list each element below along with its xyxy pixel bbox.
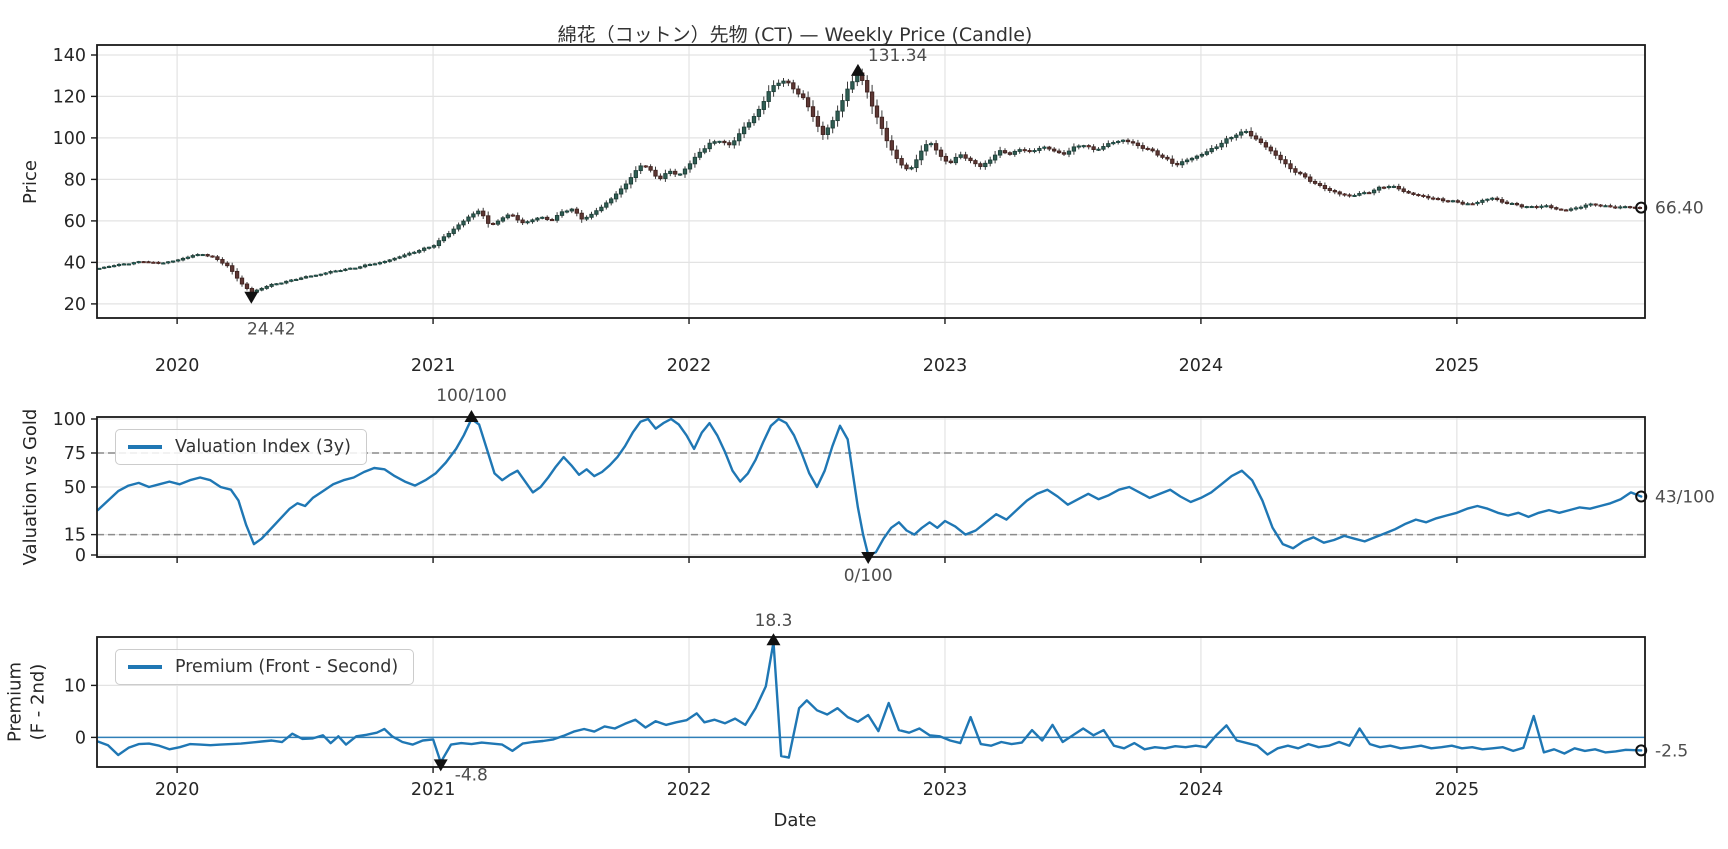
trough-marker-icon [433, 759, 448, 772]
svg-text:140: 140 [53, 46, 86, 66]
svg-text:75: 75 [64, 444, 86, 464]
valuation-legend-label: Valuation Index (3y) [175, 437, 351, 457]
svg-text:100: 100 [53, 129, 86, 149]
valuation-y-axis-label: Valuation vs Gold [19, 408, 41, 566]
chart-title: 綿花（コットン）先物 (CT) — Weekly Price (Candle) [557, 24, 1033, 46]
premium-annotation-trough: -4.8 [433, 759, 488, 785]
svg-text:0: 0 [75, 728, 86, 748]
svg-text:0: 0 [75, 546, 86, 566]
svg-text:2022: 2022 [667, 356, 712, 376]
last-point-marker-icon [1635, 201, 1648, 214]
trough-marker-icon [861, 551, 876, 564]
premium-annotation-label: -4.8 [455, 765, 488, 785]
premium-legend: Premium (Front - Second) [115, 649, 415, 685]
peak-marker-icon [850, 63, 865, 76]
svg-text:2024: 2024 [1179, 780, 1224, 800]
svg-text:2023: 2023 [923, 356, 968, 376]
svg-text:60: 60 [64, 212, 86, 232]
legend-line-swatch [128, 665, 162, 669]
premium-panel: 2020 2021 2022 2023 2024 2025 0 10 18.3 -4.8 -2.5 [64, 611, 1688, 800]
premium-annotation-label: 18.3 [755, 611, 793, 631]
price-annotation-label: 66.40 [1655, 199, 1704, 219]
price-spine [96, 44, 1646, 319]
svg-text:100: 100 [53, 410, 86, 430]
svg-text:2025: 2025 [1435, 356, 1480, 376]
valuation-legend: Valuation Index (3y) [115, 429, 367, 465]
price-annotation-label: 24.42 [247, 320, 296, 340]
svg-text:40: 40 [64, 253, 86, 273]
valuation-annotation-label: 100/100 [436, 386, 507, 406]
candle-wicks [98, 67, 1641, 295]
valuation-annotation-peak: 100/100 [436, 386, 507, 423]
price-panel: 2020 2021 2022 2023 2024 2025 20 40 60 80 100 120 14… [53, 44, 1704, 376]
svg-text:20: 20 [64, 295, 86, 315]
premium-y-axis-label: Premium (F - 2nd) [4, 661, 49, 743]
svg-text:2021: 2021 [411, 780, 456, 800]
svg-text:10: 10 [64, 676, 86, 696]
premium-annotation-last: -2.5 [1635, 741, 1688, 761]
premium-legend-label: Premium (Front - Second) [175, 657, 399, 677]
valuation-tick-labels: 015 50 75 100 [53, 410, 86, 566]
svg-text:2020: 2020 [155, 780, 200, 800]
price-annotation-label: 131.34 [868, 46, 927, 66]
price-tick-labels: 2020 2021 2022 2023 2024 2025 20 40 60 80 100 120 14… [53, 46, 1480, 376]
price-tick-marks [91, 54, 1458, 324]
svg-text:2021: 2021 [411, 356, 456, 376]
premium-spine [96, 636, 1646, 768]
svg-text:2024: 2024 [1179, 356, 1224, 376]
price-annotation-peak: 131.34 [850, 46, 927, 76]
valuation-panel: 015 50 75 100 100/100 0/100 43/100 [53, 386, 1715, 586]
last-point-marker-icon [1635, 490, 1648, 503]
price-annotation-last: 66.40 [1635, 199, 1704, 219]
last-point-marker-icon [1635, 744, 1648, 757]
premium-line [96, 641, 1643, 764]
valuation-annotation-last: 43/100 [1635, 488, 1715, 508]
valuation-line [96, 417, 1643, 557]
premium-tick-labels: 2020 2021 2022 2023 2024 2025 0 10 [64, 676, 1479, 800]
x-axis-label: Date [773, 810, 817, 831]
svg-text:120: 120 [53, 87, 86, 107]
valuation-annotation-label: 43/100 [1655, 488, 1715, 508]
valuation-tick-marks [91, 418, 1458, 563]
price-y-axis-label: Price [19, 160, 41, 204]
price-gridlines [97, 45, 1645, 318]
premium-tick-marks [91, 684, 1458, 773]
svg-text:80: 80 [64, 170, 86, 190]
premium-annotation-label: -2.5 [1655, 741, 1688, 761]
svg-text:2025: 2025 [1435, 780, 1480, 800]
svg-text:50: 50 [64, 478, 86, 498]
premium-annotation-peak: 18.3 [755, 611, 793, 646]
svg-text:2020: 2020 [155, 356, 200, 376]
price-annotation-trough: 24.42 [244, 291, 296, 340]
svg-text:2022: 2022 [667, 780, 712, 800]
peak-marker-icon [766, 633, 781, 646]
svg-text:15: 15 [64, 526, 86, 546]
peak-marker-icon [464, 410, 479, 423]
legend-line-swatch [128, 445, 162, 449]
svg-text:2023: 2023 [923, 780, 968, 800]
valuation-annotation-label: 0/100 [844, 566, 893, 586]
valuation-annotation-trough: 0/100 [844, 551, 893, 586]
candle-bodies [97, 72, 1643, 293]
trough-marker-icon [244, 291, 259, 304]
